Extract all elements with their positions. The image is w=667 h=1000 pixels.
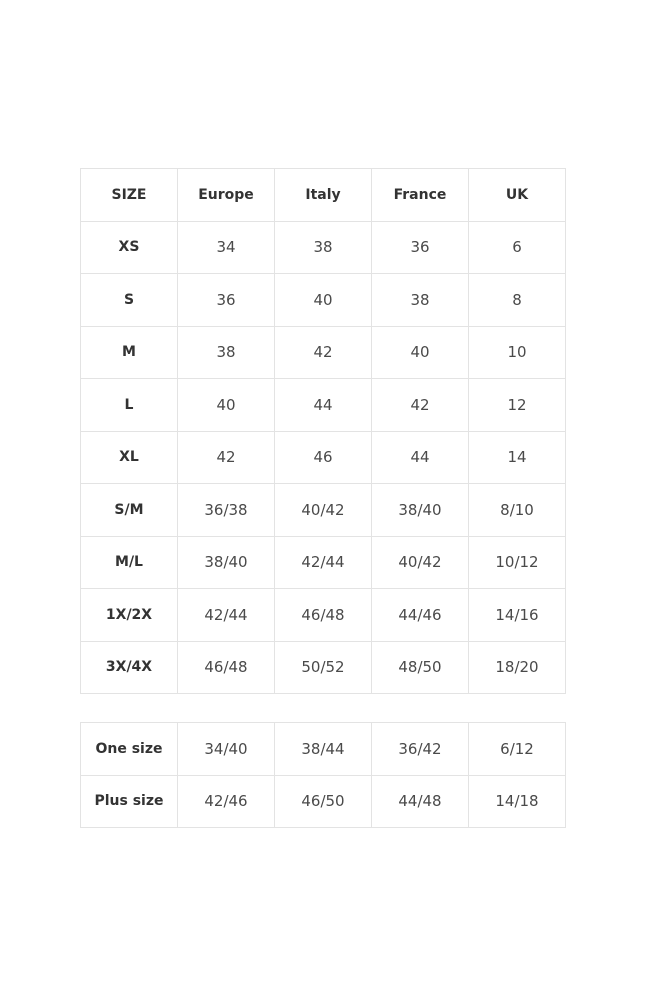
size-label: 1X/2X (80, 588, 178, 642)
table-cell: 50/52 (274, 640, 372, 694)
table-cell: 40 (371, 325, 469, 379)
table-row: M/L 38/40 42/44 40/42 10/12 (80, 535, 566, 589)
table-cell: 14/18 (468, 774, 566, 828)
column-header: SIZE (80, 168, 178, 222)
table-row: Plus size 42/46 46/50 44/48 14/18 (80, 774, 566, 828)
size-label: XL (80, 430, 178, 484)
table-cell: 46/48 (274, 588, 372, 642)
size-label: M/L (80, 535, 178, 589)
table-cell: 40 (274, 273, 372, 327)
table-cell: 44/48 (371, 774, 469, 828)
table-cell: 40/42 (274, 483, 372, 537)
size-label: One size (80, 722, 178, 776)
table-cell: 34/40 (177, 722, 275, 776)
table-cell: 46/48 (177, 640, 275, 694)
table-cell: 36/42 (371, 722, 469, 776)
table-cell: 36 (371, 220, 469, 274)
table-cell: 48/50 (371, 640, 469, 694)
size-label: 3X/4X (80, 640, 178, 694)
table-cell: 10/12 (468, 535, 566, 589)
table-row: One size 34/40 38/44 36/42 6/12 (80, 722, 566, 776)
table-cell: 18/20 (468, 640, 566, 694)
table-cell: 38 (274, 220, 372, 274)
table-row: S/M 36/38 40/42 38/40 8/10 (80, 483, 566, 537)
table-cell: 42 (274, 325, 372, 379)
column-header: France (371, 168, 469, 222)
table-cell: 44/46 (371, 588, 469, 642)
table-cell: 34 (177, 220, 275, 274)
table-row: 1X/2X 42/44 46/48 44/46 14/16 (80, 588, 566, 642)
table-cell: 40 (177, 378, 275, 432)
one-size-table: One size 34/40 38/44 36/42 6/12 Plus size 42/4… (80, 722, 566, 828)
table-cell: 42/44 (274, 535, 372, 589)
size-label: L (80, 378, 178, 432)
column-header: Italy (274, 168, 372, 222)
table-cell: 38/44 (274, 722, 372, 776)
table-cell: 12 (468, 378, 566, 432)
table-cell: 40/42 (371, 535, 469, 589)
table-cell: 38 (371, 273, 469, 327)
table-cell: 42 (177, 430, 275, 484)
column-header: UK (468, 168, 566, 222)
table-row: XS 34 38 36 6 (80, 220, 566, 274)
table-cell: 42/46 (177, 774, 275, 828)
size-chart-table: SIZE Europe Italy France UK XS 34 38 36 6 S 36 40 38 8… (80, 168, 566, 694)
table-row: S 36 40 38 8 (80, 273, 566, 327)
table-cell: 38/40 (371, 483, 469, 537)
size-label: Plus size (80, 774, 178, 828)
table-row: M 38 42 40 10 (80, 325, 566, 379)
header-row: SIZE Europe Italy France UK (80, 168, 566, 222)
table-cell: 44 (371, 430, 469, 484)
table-cell: 44 (274, 378, 372, 432)
table-cell: 42/44 (177, 588, 275, 642)
column-header: Europe (177, 168, 275, 222)
table-row: 3X/4X 46/48 50/52 48/50 18/20 (80, 640, 566, 694)
table-cell: 10 (468, 325, 566, 379)
table-cell: 14/16 (468, 588, 566, 642)
size-label: S/M (80, 483, 178, 537)
table-cell: 6 (468, 220, 566, 274)
table-cell: 38 (177, 325, 275, 379)
size-label: M (80, 325, 178, 379)
table-cell: 46 (274, 430, 372, 484)
table-cell: 8/10 (468, 483, 566, 537)
table-cell: 14 (468, 430, 566, 484)
table-row: XL 42 46 44 14 (80, 430, 566, 484)
table-cell: 36 (177, 273, 275, 327)
table-cell: 6/12 (468, 722, 566, 776)
table-cell: 36/38 (177, 483, 275, 537)
size-label: XS (80, 220, 178, 274)
table-cell: 42 (371, 378, 469, 432)
table-cell: 8 (468, 273, 566, 327)
size-label: S (80, 273, 178, 327)
table-row: L 40 44 42 12 (80, 378, 566, 432)
table-cell: 46/50 (274, 774, 372, 828)
table-cell: 38/40 (177, 535, 275, 589)
